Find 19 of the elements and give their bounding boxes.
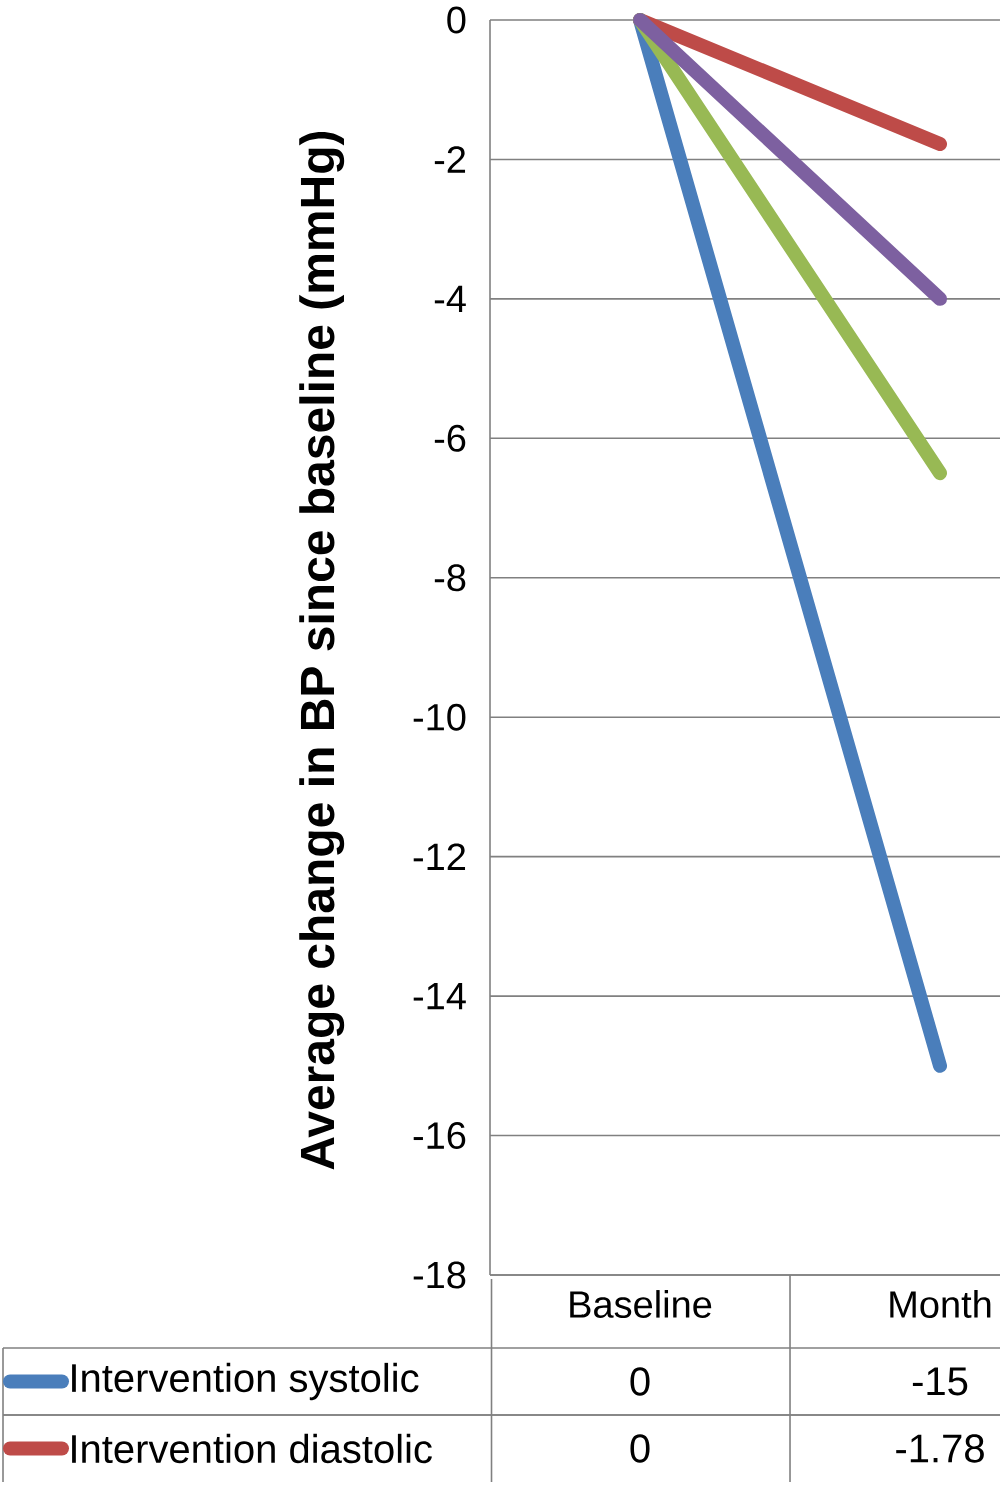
x-tick-label: Month bbox=[890, 1290, 991, 1318]
y-tick-label: -16 bbox=[413, 1122, 466, 1150]
data-label: -15 bbox=[912, 1367, 968, 1396]
y-tick-label: -2 bbox=[434, 146, 466, 173]
y-tick-label: -4 bbox=[434, 285, 466, 312]
legend-label: Intervention systolic bbox=[72, 1362, 419, 1401]
y-tick-label: -18 bbox=[413, 1261, 466, 1289]
data-label: -1.78 bbox=[896, 1434, 984, 1463]
x-tick-label: Baseline bbox=[570, 1290, 712, 1318]
y-axis-title: Average change in BP since baseline (mmHg) bbox=[299, 131, 345, 1170]
y-tick-label: 0 bbox=[447, 6, 466, 34]
data-label: 0 bbox=[630, 1434, 650, 1463]
legend-label: Intervention diastolic bbox=[72, 1433, 432, 1464]
y-tick-label: -10 bbox=[413, 703, 466, 731]
y-tick-label: -8 bbox=[434, 564, 466, 592]
y-tick-label: -6 bbox=[434, 424, 466, 452]
y-tick-label: -14 bbox=[413, 983, 466, 1010]
data-label: 0 bbox=[630, 1367, 650, 1396]
y-tick-label: -12 bbox=[413, 843, 466, 870]
